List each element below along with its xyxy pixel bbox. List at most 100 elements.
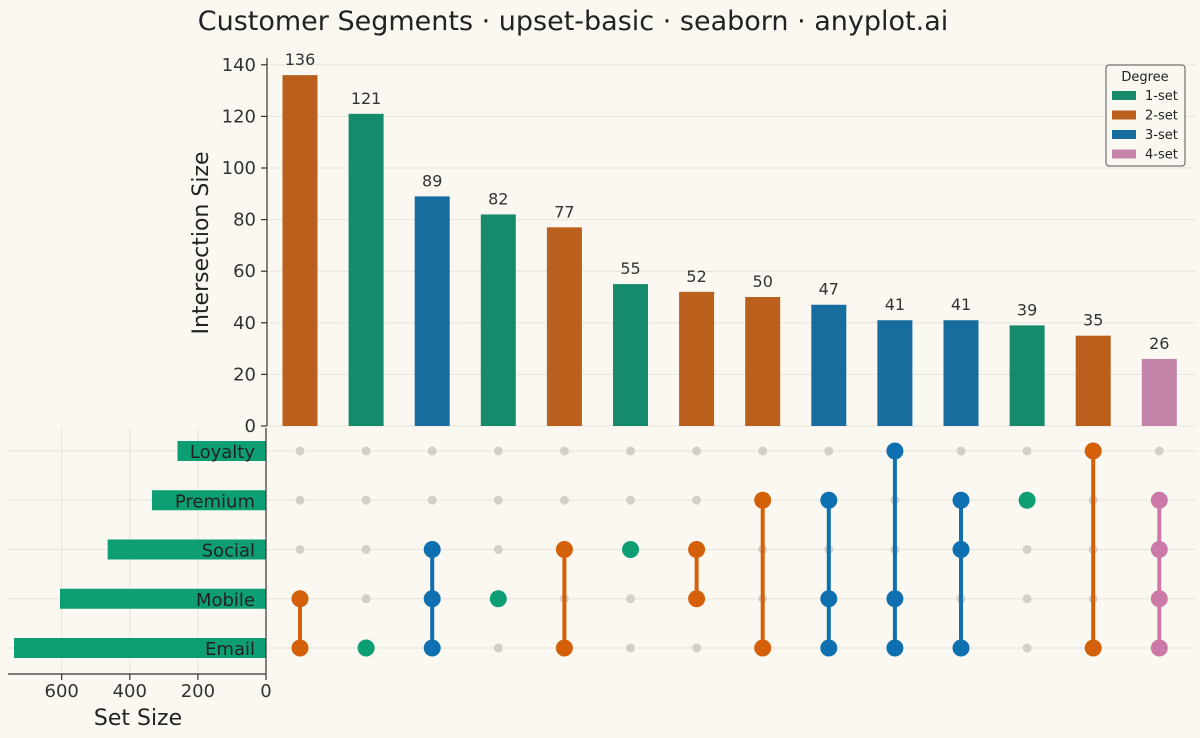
intersection-bar	[546, 227, 582, 426]
y-tick-label: 20	[233, 364, 256, 385]
bar-value-label: 136	[285, 50, 316, 69]
active-dot	[555, 639, 573, 657]
set-size-bars: Loyalty Premium Social Mobile Email	[14, 441, 267, 660]
active-dot	[1150, 590, 1168, 608]
legend-entry: 1-set	[1145, 89, 1178, 104]
active-dot	[1018, 491, 1036, 509]
intersection-bar	[679, 291, 715, 426]
set-size-label: Set Size	[94, 706, 182, 731]
bar-value-label: 121	[351, 89, 382, 108]
y-tick-label: 100	[222, 158, 256, 179]
inactive-dot	[493, 495, 503, 505]
set-size-tick-label: 400	[113, 681, 147, 702]
inactive-dot	[1154, 446, 1164, 456]
inactive-dot	[493, 446, 503, 456]
inactive-dot	[758, 446, 768, 456]
inactive-dot	[361, 594, 371, 604]
inactive-dot	[1022, 643, 1032, 653]
bar-value-label: 52	[686, 267, 706, 286]
intersection-bar	[1141, 358, 1177, 426]
y-axis-label: Intersection Size	[189, 151, 214, 334]
active-dot	[754, 639, 772, 657]
y-tick-label: 80	[233, 210, 256, 231]
intersection-bar	[348, 113, 384, 426]
active-dot	[820, 639, 838, 657]
bar-value-label: 39	[1017, 300, 1037, 319]
active-dot	[1150, 541, 1168, 558]
active-dot	[291, 639, 309, 657]
inactive-dot	[692, 643, 702, 653]
inactive-dot	[692, 446, 702, 456]
active-dot	[555, 541, 573, 558]
set-label: Email	[205, 639, 255, 660]
set-size-bar	[107, 539, 266, 560]
intersection-bar	[480, 214, 516, 426]
inactive-dot	[1022, 594, 1032, 604]
active-dot	[886, 442, 904, 460]
set-label: Mobile	[196, 590, 255, 611]
intersection-bar	[414, 196, 450, 426]
inactive-dot	[295, 446, 305, 456]
intersection-bar	[943, 320, 979, 426]
active-dot	[952, 491, 970, 509]
bar-value-label: 50	[753, 272, 773, 291]
intersection-bar	[811, 304, 847, 426]
inactive-dot	[1022, 545, 1032, 554]
legend: Degree 1-set 2-set 3-set 4-set	[1105, 64, 1186, 167]
inactive-dot	[626, 446, 635, 456]
inactive-dot	[1022, 446, 1032, 456]
active-dot	[820, 491, 838, 509]
inactive-dot	[493, 643, 503, 653]
active-dot	[886, 590, 904, 608]
inactive-dot	[626, 495, 635, 505]
active-dot	[1150, 639, 1168, 657]
inactive-dot	[559, 446, 569, 456]
bar-value-label: 41	[885, 295, 905, 314]
set-label: Loyalty	[190, 442, 255, 463]
y-axis: 0 20 40 60 80 100 120 140	[222, 55, 268, 437]
bar-value-label: 89	[422, 171, 442, 190]
bar-value-label: 47	[819, 280, 839, 299]
intersection-bar	[282, 75, 318, 427]
inactive-dot	[427, 495, 437, 505]
set-label: Premium	[175, 491, 255, 512]
active-dot	[1084, 639, 1102, 657]
y-tick-label: 40	[233, 313, 256, 334]
set-size-bar	[59, 588, 267, 609]
bar-value-label: 55	[620, 259, 640, 278]
set-size-axis: 600 400 200 0	[8, 428, 272, 702]
legend-swatch	[1112, 91, 1136, 100]
active-dot	[952, 541, 970, 558]
active-dot	[886, 639, 904, 657]
inactive-dot	[295, 495, 305, 505]
legend-box	[1105, 64, 1186, 167]
active-dot	[688, 590, 706, 608]
inactive-dot	[956, 446, 966, 456]
active-dot	[357, 639, 375, 657]
intersection-bars: 136 121 89 82 77 55 52 50 47 41 41 39 35 26	[282, 50, 1177, 427]
inactive-dot	[361, 495, 371, 505]
intersection-bar	[745, 297, 781, 426]
set-label: Social	[202, 541, 255, 562]
inactive-dot	[824, 446, 834, 456]
inactive-dot	[427, 446, 437, 456]
legend-swatch	[1112, 149, 1136, 159]
intersection-bar	[877, 320, 913, 426]
active-dot	[688, 541, 706, 558]
y-tick-label: 0	[245, 416, 256, 437]
active-dot	[489, 590, 507, 608]
y-tick-label: 120	[222, 106, 256, 127]
set-size-tick-label: 0	[260, 681, 271, 702]
set-size-tick-label: 200	[181, 681, 215, 702]
chart-title: Customer Segments · upset-basic · seabor…	[198, 6, 949, 37]
intersection-bar	[1009, 325, 1045, 426]
active-dot	[754, 491, 772, 509]
intersection-matrix	[291, 442, 1168, 657]
legend-swatch	[1112, 110, 1136, 120]
legend-entry: 3-set	[1145, 128, 1178, 143]
legend-swatch	[1112, 130, 1136, 139]
y-tick-label: 60	[233, 261, 256, 282]
inactive-dot	[361, 446, 371, 456]
set-size-tick-label: 600	[45, 681, 79, 702]
